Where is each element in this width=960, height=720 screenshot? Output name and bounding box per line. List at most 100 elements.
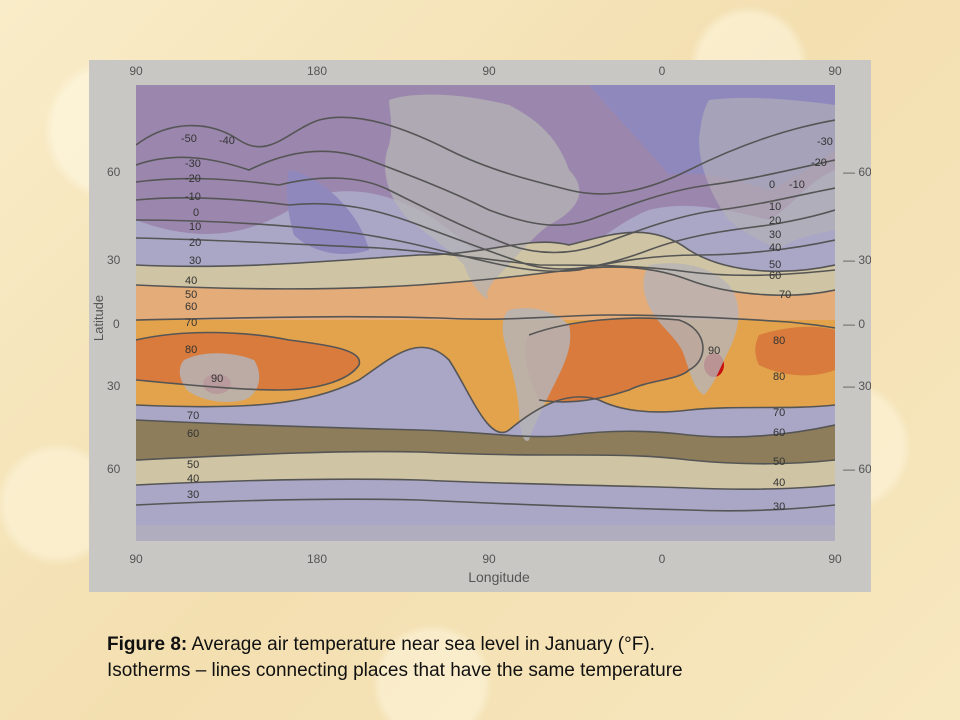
left-tick: 30 <box>107 253 121 267</box>
isotherm-label: -30 <box>185 158 201 170</box>
isotherm-label: 90 <box>708 345 720 357</box>
isotherm-label: 10 <box>769 201 781 213</box>
isotherm-label: -20 <box>185 173 201 185</box>
x-axis-label: Longitude <box>468 569 530 585</box>
left-axis: 60 30 0 30 60 Latitude <box>91 165 121 476</box>
isotherm-label: 30 <box>189 255 201 267</box>
isotherm-label: 40 <box>185 275 197 287</box>
isotherm-label: 20 <box>769 215 781 227</box>
southern-mild-band <box>136 451 835 490</box>
isotherm-label: -30 <box>817 136 833 148</box>
isotherm-label: 50 <box>187 459 199 471</box>
isotherm-label: 60 <box>187 428 199 440</box>
bottom-tick: 0 <box>659 552 666 566</box>
bottom-tick: 90 <box>129 552 143 566</box>
isotherm-label: 0 <box>769 179 775 191</box>
isotherm-label: 60 <box>769 270 781 282</box>
right-tick: — 30 <box>843 379 871 393</box>
land-south-america <box>502 308 571 441</box>
temperature-map: 90 180 90 0 90 90 180 90 0 90 Longitude … <box>89 60 871 592</box>
top-axis: 90 180 90 0 90 <box>129 64 842 78</box>
land-australia <box>179 353 260 402</box>
isotherm-label: 70 <box>779 289 791 301</box>
isotherm-label: 0 <box>193 207 199 219</box>
top-tick: 180 <box>307 64 327 78</box>
isotherm-label: 40 <box>769 242 781 254</box>
isotherm-label: 80 <box>185 344 197 356</box>
isotherm-label: 30 <box>773 501 785 513</box>
isotherm-label: 30 <box>769 229 781 241</box>
isotherm-line <box>136 498 835 512</box>
right-tick: — 30 <box>843 253 871 267</box>
right-axis: — 60 — 30 — 0 — 30 — 60 <box>843 165 871 476</box>
isotherm-label: 40 <box>773 477 785 489</box>
isotherm-line <box>136 314 835 329</box>
bottom-tick: 90 <box>482 552 496 566</box>
figure-caption: Figure 8: Average air temperature near s… <box>107 632 867 684</box>
left-tick: 60 <box>107 165 121 179</box>
isotherm-line <box>136 331 361 391</box>
southern-warm-band <box>136 420 835 464</box>
caption-text: Average air temperature near sea level i… <box>187 634 655 655</box>
isotherm-lines <box>136 116 835 512</box>
isotherm-label: 80 <box>773 335 785 347</box>
isotherm-line <box>136 346 835 434</box>
isotherm-labels-pacific-south: 70 60 50 40 30 <box>187 410 199 501</box>
isotherm-line <box>136 231 835 273</box>
isotherm-line <box>136 177 835 254</box>
isotherm-line <box>136 450 835 465</box>
isotherm-label: -50 <box>181 133 197 145</box>
isotherm-label: 70 <box>185 317 197 329</box>
land-north-america <box>385 94 580 300</box>
isotherm-label: 60 <box>185 301 197 313</box>
caption-line-2: Isotherms – lines connecting places that… <box>107 660 683 681</box>
isotherm-labels-africa-south: 80 80 70 60 50 40 30 <box>773 335 785 513</box>
top-tick: 90 <box>129 64 143 78</box>
isotherm-line <box>136 150 835 226</box>
isotherm-line <box>136 266 835 296</box>
land-antarctica-edge <box>136 525 835 541</box>
right-tick: — 60 <box>843 462 871 476</box>
isotherm-labels-pacific-north: -50 -40 -30 -20 -10 0 10 20 30 40 50 60 … <box>181 133 235 356</box>
isotherm-label: 70 <box>187 410 199 422</box>
left-tick: 60 <box>107 462 121 476</box>
land-africa <box>643 263 739 395</box>
isotherm-line <box>136 237 835 277</box>
isotherm-label: -40 <box>219 135 235 147</box>
figure-label: Figure 8: <box>107 634 188 655</box>
isotherm-labels-asia-east: -30 -20 0 -10 10 20 30 40 50 60 70 <box>769 136 833 301</box>
isotherm-label: 50 <box>769 259 781 271</box>
isotherm-label: -20 <box>811 157 827 169</box>
isotherm-label: 60 <box>773 427 785 439</box>
isotherm-line <box>136 116 835 195</box>
isotherm-label: -10 <box>185 191 201 203</box>
isotherm-label: 40 <box>187 473 199 485</box>
isotherm-label: 20 <box>189 237 201 249</box>
right-tick: — 0 <box>843 317 865 331</box>
isotherm-label: 10 <box>189 221 201 233</box>
isotherm-label: 50 <box>185 289 197 301</box>
left-tick: 30 <box>107 379 121 393</box>
y-axis-label: Latitude <box>91 295 106 341</box>
isotherm-map-svg: 90 180 90 0 90 90 180 90 0 90 Longitude … <box>91 64 871 585</box>
top-tick: 90 <box>482 64 496 78</box>
isotherm-label: -10 <box>789 179 805 191</box>
isotherm-line <box>528 317 704 403</box>
isotherm-label: 90 <box>211 373 223 385</box>
isotherm-line <box>136 419 835 438</box>
bottom-axis: 90 180 90 0 90 Longitude <box>129 552 842 585</box>
isotherm-label: 30 <box>187 489 199 501</box>
isotherm-labels-hot-spots: 90 90 <box>211 345 720 385</box>
bottom-tick: 180 <box>307 552 327 566</box>
isotherm-line <box>136 219 835 273</box>
isotherm-label: 50 <box>773 456 785 468</box>
hotter-zone-indian <box>755 326 835 376</box>
isotherm-line <box>136 478 835 491</box>
bottom-tick: 90 <box>828 552 842 566</box>
caption-line-1: Figure 8: Average air temperature near s… <box>107 632 867 658</box>
isotherm-label: 70 <box>773 407 785 419</box>
left-tick: 0 <box>113 317 120 331</box>
isotherm-label: 80 <box>773 371 785 383</box>
land-asia <box>699 97 835 251</box>
top-tick: 0 <box>659 64 666 78</box>
